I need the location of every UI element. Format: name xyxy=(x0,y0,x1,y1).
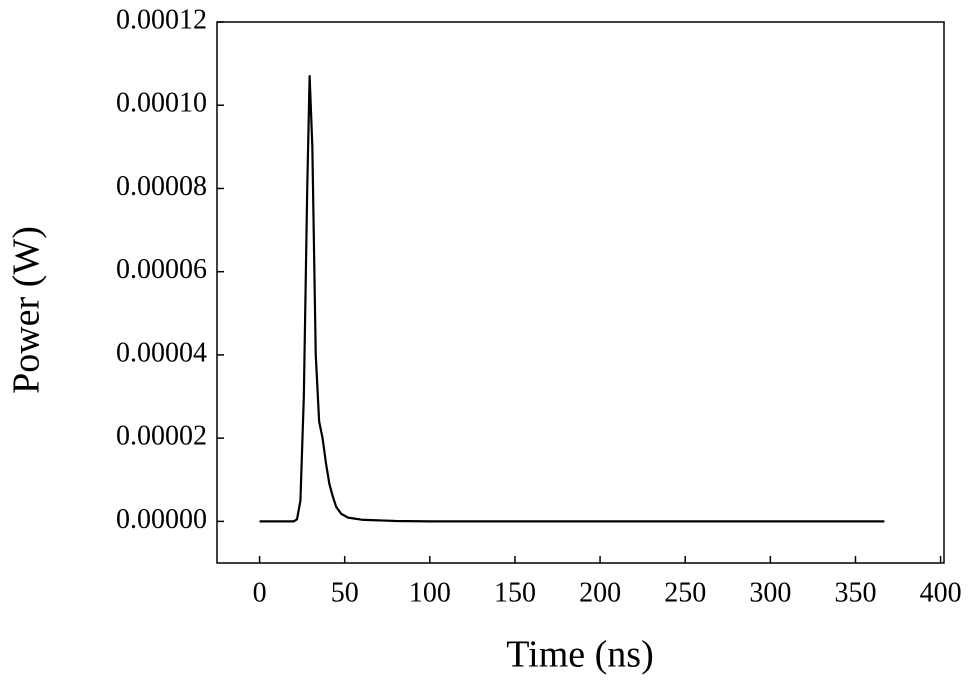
x-tick-label: 150 xyxy=(494,577,536,608)
x-tick-label: 0 xyxy=(253,577,267,608)
y-tick-label: 0.00006 xyxy=(116,254,207,285)
x-tick-label: 100 xyxy=(409,577,451,608)
y-tick-label: 0.00012 xyxy=(116,4,207,35)
y-tick-label: 0.00010 xyxy=(116,88,207,119)
x-tick-label: 350 xyxy=(834,577,876,608)
y-tick-label: 0.00002 xyxy=(116,421,207,452)
plot-frame xyxy=(216,21,945,564)
y-tick-label: 0.00000 xyxy=(116,504,207,535)
x-tick-label: 250 xyxy=(664,577,706,608)
x-tick-label: 300 xyxy=(749,577,791,608)
x-axis-title: Time (ns) xyxy=(506,634,653,676)
line-series xyxy=(259,75,885,523)
x-tick-label: 50 xyxy=(331,577,359,608)
y-tick-label: 0.00008 xyxy=(116,171,207,202)
y-axis-title: Power (W) xyxy=(6,226,48,394)
y-tick-label: 0.00004 xyxy=(116,337,207,368)
x-tick-label: 400 xyxy=(920,577,962,608)
x-tick-label: 200 xyxy=(579,577,621,608)
